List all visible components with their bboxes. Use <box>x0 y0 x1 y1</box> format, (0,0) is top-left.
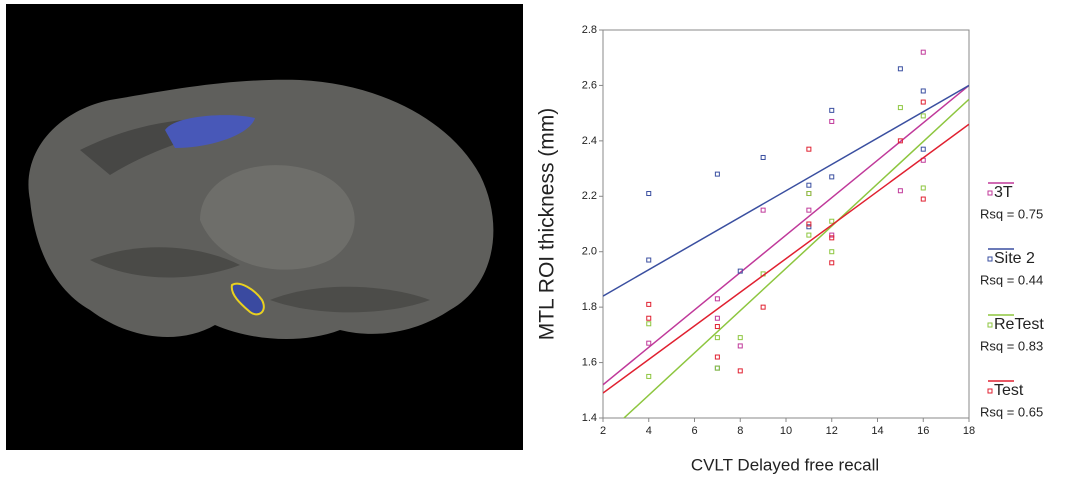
legend-marker <box>987 256 993 262</box>
point <box>646 321 652 327</box>
x-tick-label: 10 <box>780 425 792 437</box>
legend-fit-label: Rsq = 0.65 <box>980 404 1043 419</box>
legend-label: ReTest <box>994 316 1044 333</box>
point <box>897 105 903 111</box>
x-axis-label: CVLT Delayed free recall <box>691 455 879 474</box>
x-tick-label: 4 <box>646 425 652 437</box>
point <box>829 235 835 241</box>
legend-label: 3T <box>994 184 1013 201</box>
point <box>829 232 835 238</box>
y-tick-label: 2.4 <box>582 135 597 147</box>
y-tick-label: 1.4 <box>582 412 597 424</box>
point <box>920 185 926 191</box>
legend-marker <box>987 322 993 328</box>
legend-fit-label: Rsq = 0.75 <box>980 206 1043 221</box>
x-tick-label: 12 <box>826 425 838 437</box>
point <box>897 66 903 72</box>
point <box>806 182 812 188</box>
point <box>920 49 926 55</box>
x-tick-label: 8 <box>737 425 743 437</box>
point <box>714 315 720 321</box>
point <box>806 191 812 197</box>
fit-line <box>603 84 969 386</box>
legend-label: Test <box>994 382 1024 399</box>
point <box>829 218 835 224</box>
x-tick-label: 2 <box>600 425 606 437</box>
point <box>646 315 652 321</box>
brain-image <box>6 4 523 450</box>
y-tick-label: 1.8 <box>582 301 597 313</box>
point <box>897 188 903 194</box>
point <box>714 296 720 302</box>
point <box>714 365 720 371</box>
x-tick-label: 18 <box>963 425 975 437</box>
y-axis-label: MTL ROI thickness (mm) <box>536 108 559 341</box>
point <box>829 118 835 124</box>
point <box>714 365 720 371</box>
point <box>806 207 812 213</box>
fit-line <box>603 84 969 297</box>
legend-fit-label: Rsq = 0.44 <box>980 272 1043 287</box>
x-tick-label: 6 <box>691 425 697 437</box>
fit-line <box>622 98 969 418</box>
plot-frame <box>602 29 970 419</box>
point <box>760 207 766 213</box>
point <box>737 368 743 374</box>
legend-label: Site 2 <box>994 250 1035 267</box>
point <box>646 373 652 379</box>
y-tick-label: 2.0 <box>582 246 597 258</box>
point <box>920 88 926 94</box>
point <box>646 340 652 346</box>
point <box>829 249 835 255</box>
y-tick-label: 2.8 <box>582 24 597 36</box>
point <box>714 335 720 341</box>
legend-marker <box>987 190 993 196</box>
point <box>920 113 926 119</box>
point <box>737 343 743 349</box>
point <box>920 146 926 152</box>
point <box>806 232 812 238</box>
point <box>920 99 926 105</box>
point <box>714 171 720 177</box>
point <box>646 191 652 197</box>
point <box>897 138 903 144</box>
y-tick-label: 2.6 <box>582 79 597 91</box>
point <box>737 268 743 274</box>
point <box>806 224 812 230</box>
y-tick-label: 2.2 <box>582 190 597 202</box>
x-tick-label: 14 <box>871 425 883 437</box>
point <box>829 107 835 113</box>
point <box>829 174 835 180</box>
point <box>806 221 812 227</box>
point <box>737 335 743 341</box>
point <box>806 146 812 152</box>
point <box>760 154 766 160</box>
plot-area <box>603 49 969 418</box>
point <box>920 196 926 202</box>
y-tick-label: 1.6 <box>582 356 597 368</box>
point <box>714 324 720 330</box>
fit-line <box>603 123 969 394</box>
point <box>714 354 720 360</box>
point <box>806 191 812 197</box>
legend-marker <box>987 388 993 394</box>
point <box>646 257 652 263</box>
legend-fit-label: Rsq = 0.83 <box>980 338 1043 353</box>
point <box>760 304 766 310</box>
point <box>829 260 835 266</box>
point <box>646 301 652 307</box>
x-tick-label: 16 <box>917 425 929 437</box>
